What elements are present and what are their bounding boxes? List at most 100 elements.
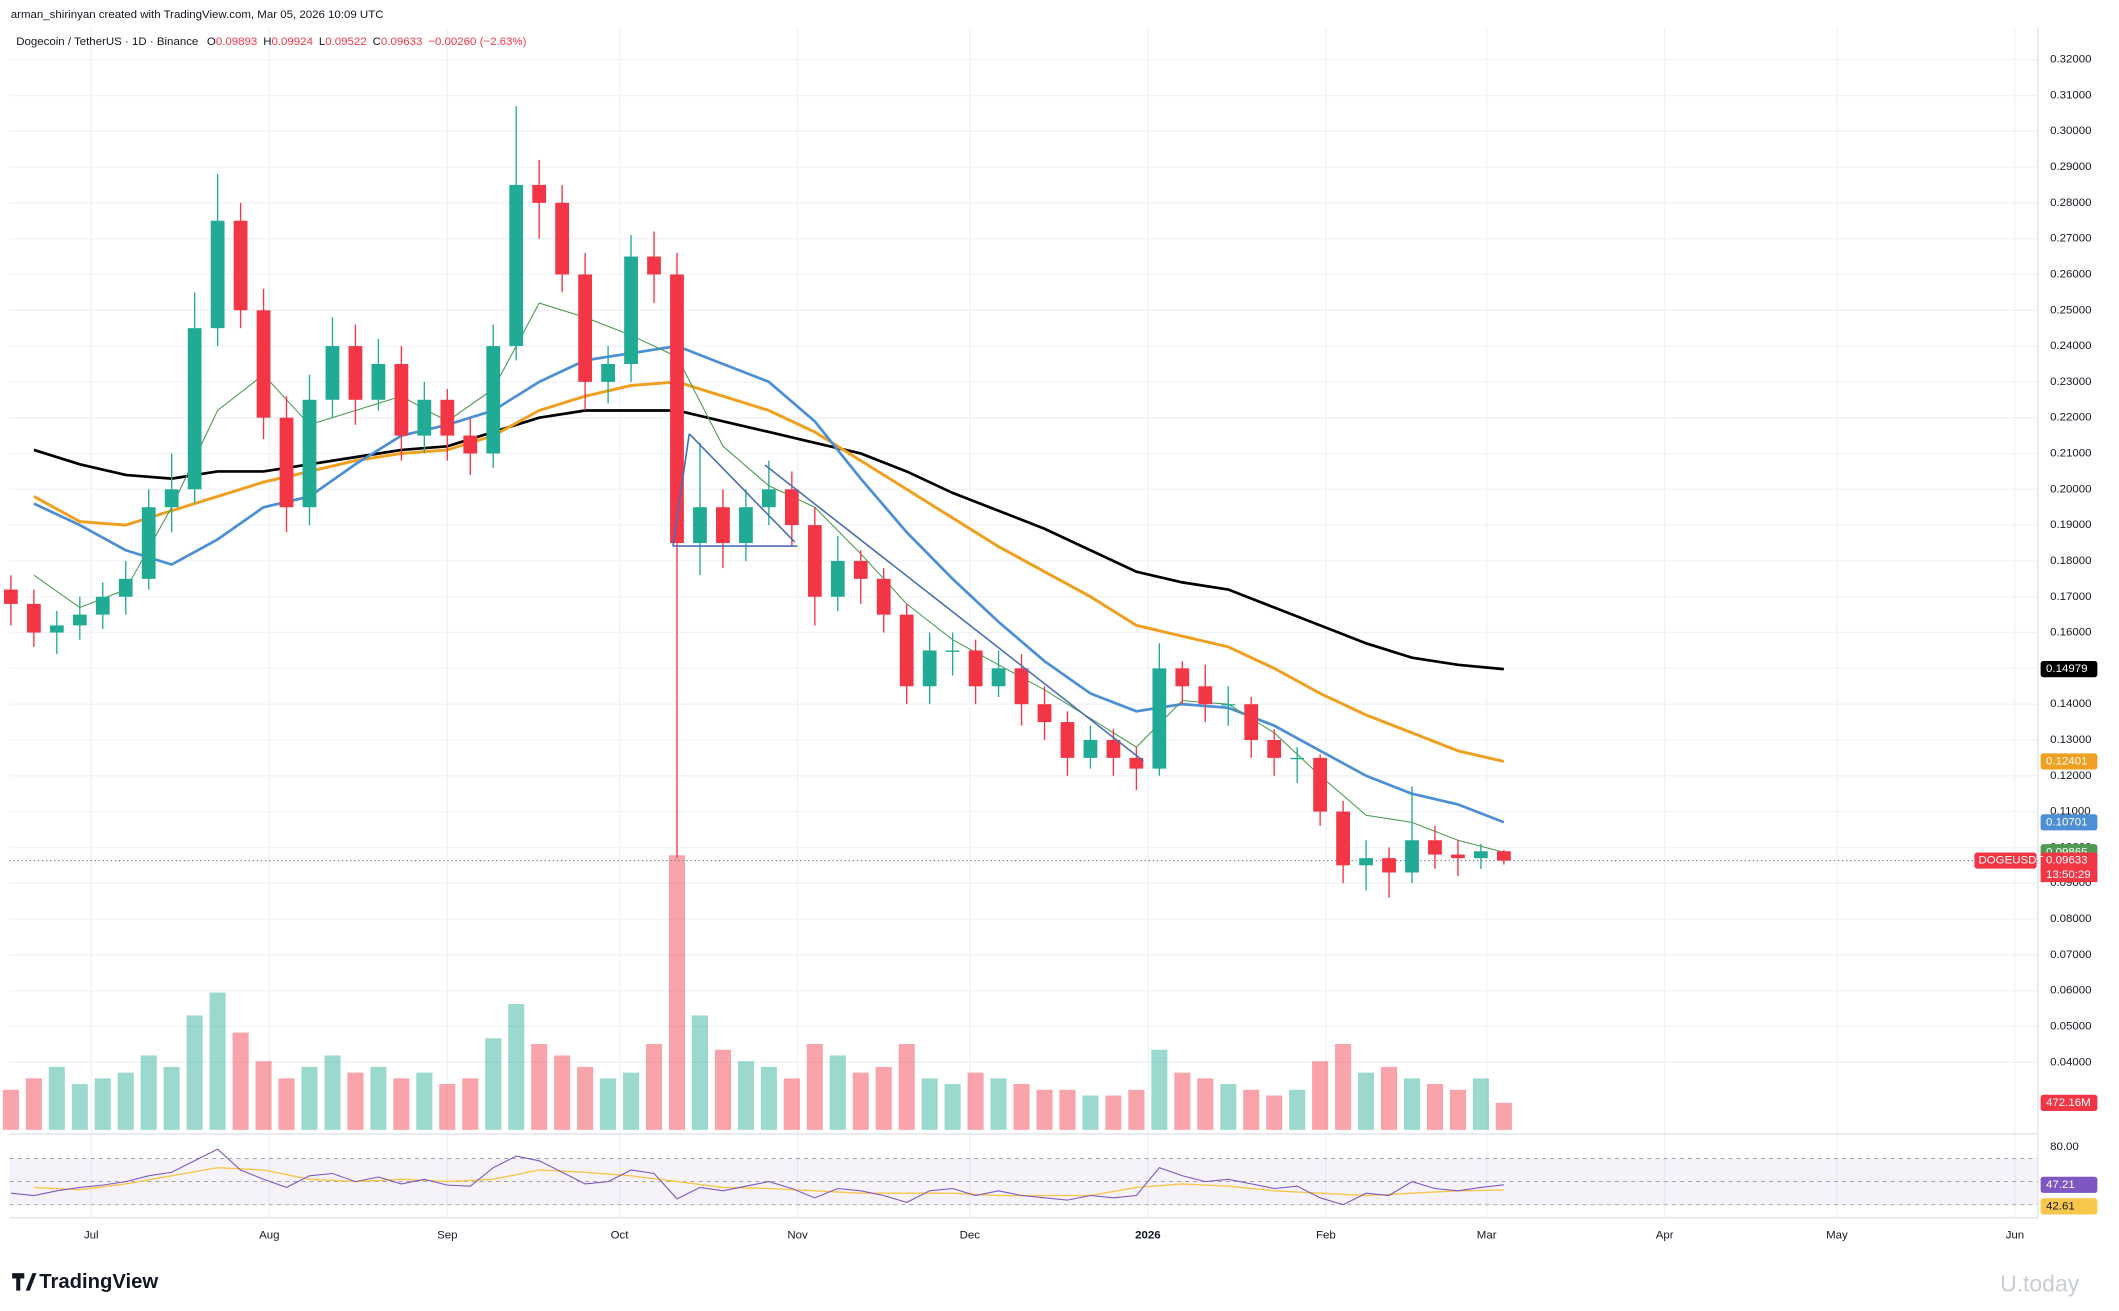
badge-label: 0.10701 bbox=[2046, 816, 2087, 828]
volume-bar bbox=[1266, 1095, 1283, 1130]
candle-body bbox=[1198, 686, 1213, 705]
x-tick-label: Mar bbox=[1477, 1229, 1497, 1241]
candle-body bbox=[761, 489, 776, 508]
candle-body bbox=[187, 328, 202, 490]
volume-bar bbox=[829, 1055, 846, 1130]
badge-label: 0.14979 bbox=[2046, 663, 2087, 675]
candle-body bbox=[72, 614, 87, 626]
volume-bar bbox=[1059, 1089, 1076, 1130]
volume-bar bbox=[1335, 1044, 1352, 1130]
volume-bar bbox=[1312, 1061, 1329, 1130]
volume-bar bbox=[1495, 1102, 1512, 1130]
badge-label: 0.12401 bbox=[2046, 755, 2087, 767]
badge-label: 42.61 bbox=[2046, 1200, 2075, 1212]
ohlc-value: 0.09893 bbox=[216, 36, 257, 48]
candle-body bbox=[1382, 858, 1396, 873]
volume-bar bbox=[94, 1078, 111, 1130]
volume-bar bbox=[600, 1078, 617, 1130]
moving-average bbox=[33, 344, 1505, 824]
trend-line bbox=[688, 433, 796, 543]
volume-bar bbox=[1105, 1095, 1122, 1130]
countdown: 13:50:29 bbox=[2046, 869, 2091, 881]
rsi-ma-line bbox=[33, 1167, 1504, 1197]
y-tick-label: 0.27000 bbox=[2050, 233, 2091, 245]
x-tick-label: Aug bbox=[259, 1229, 279, 1241]
candle-body bbox=[1083, 739, 1098, 758]
countdown-badge bbox=[2040, 867, 2098, 883]
y-tick-label: 0.32000 bbox=[2050, 54, 2091, 66]
candle-body bbox=[1106, 739, 1121, 758]
y-tick-label: 0.28000 bbox=[2050, 197, 2091, 209]
volume-bar bbox=[1358, 1072, 1375, 1130]
credit: arman_shirinyan created with TradingView… bbox=[11, 9, 384, 21]
volume-bar bbox=[508, 1003, 525, 1130]
volume-bar bbox=[531, 1044, 548, 1130]
candle-body bbox=[256, 310, 271, 418]
x-tick-label: Jul bbox=[84, 1229, 99, 1241]
volume-bar bbox=[25, 1078, 42, 1130]
volume-bar bbox=[783, 1078, 800, 1130]
candle-body bbox=[49, 625, 64, 633]
y-tick-label: 0.23000 bbox=[2050, 376, 2091, 388]
volume-bar bbox=[967, 1072, 984, 1130]
volume-bar bbox=[209, 992, 226, 1130]
x-tick-label: Oct bbox=[611, 1229, 630, 1241]
candle-body bbox=[463, 435, 478, 454]
ohlc-key: C bbox=[373, 36, 381, 48]
x-tick-label: 2026 bbox=[1135, 1229, 1161, 1241]
logo-mark bbox=[12, 1273, 37, 1291]
y-tick-label: 0.24000 bbox=[2050, 340, 2091, 352]
ohlc-key: L bbox=[319, 36, 325, 48]
candle-body bbox=[1221, 704, 1236, 706]
candle-body bbox=[555, 202, 570, 275]
volume-bar bbox=[462, 1078, 479, 1130]
x-tick-label: Dec bbox=[960, 1229, 981, 1241]
volume-bar bbox=[140, 1055, 157, 1130]
y-tick-label: 0.04000 bbox=[2050, 1056, 2091, 1068]
y-tick-label: 0.14000 bbox=[2050, 698, 2091, 710]
candles bbox=[4, 106, 1511, 898]
ohlc-key: H bbox=[263, 36, 271, 48]
price-badge bbox=[2040, 814, 2098, 831]
ohlc-value: 0.09522 bbox=[325, 36, 366, 48]
volume-bar bbox=[577, 1066, 594, 1130]
candle-body bbox=[670, 274, 684, 544]
volume bbox=[2, 855, 1512, 1130]
rsi-line bbox=[10, 1148, 1504, 1206]
candle-body bbox=[233, 220, 248, 311]
axes: 0.04000 0.05000 0.06000 0.07000 0.08000 0.090… bbox=[84, 54, 2092, 1242]
volume-bar bbox=[944, 1084, 961, 1130]
volume-bar bbox=[852, 1072, 869, 1130]
volume-bar bbox=[1151, 1049, 1168, 1130]
volume-bar bbox=[370, 1066, 387, 1130]
y-tick-label: 0.31000 bbox=[2050, 89, 2091, 101]
candle-body bbox=[899, 614, 914, 687]
x-tick-label: Jun bbox=[2006, 1229, 2024, 1241]
volume-bar bbox=[990, 1078, 1007, 1130]
watermark: U.today bbox=[2000, 1270, 2080, 1296]
volume-bar bbox=[416, 1072, 433, 1130]
candle-body bbox=[784, 489, 799, 526]
volume-bar bbox=[232, 1032, 249, 1130]
x-tick-label: Apr bbox=[1656, 1229, 1674, 1241]
volume-bar bbox=[1403, 1078, 1421, 1130]
ohlc-value: 0.09924 bbox=[271, 36, 313, 48]
y-tick-label: 0.09000 bbox=[2050, 877, 2091, 889]
volume-bar bbox=[1197, 1078, 1214, 1130]
volume-bar bbox=[1174, 1072, 1191, 1130]
candle-body bbox=[1336, 811, 1350, 866]
volume-bar bbox=[1220, 1084, 1237, 1130]
candle-body bbox=[1175, 668, 1190, 687]
symbol: Dogecoin / TetherUS · 1D · Binance bbox=[16, 36, 198, 48]
candle-body bbox=[509, 184, 524, 347]
candle-body bbox=[968, 650, 983, 687]
y-tick-label: 0.30000 bbox=[2050, 125, 2091, 137]
candle-body bbox=[279, 417, 294, 508]
candle-body bbox=[371, 363, 386, 400]
volume-bar bbox=[875, 1066, 892, 1130]
volume-bar bbox=[393, 1078, 410, 1130]
volume-bar bbox=[1381, 1066, 1398, 1130]
trend-line bbox=[672, 433, 691, 547]
